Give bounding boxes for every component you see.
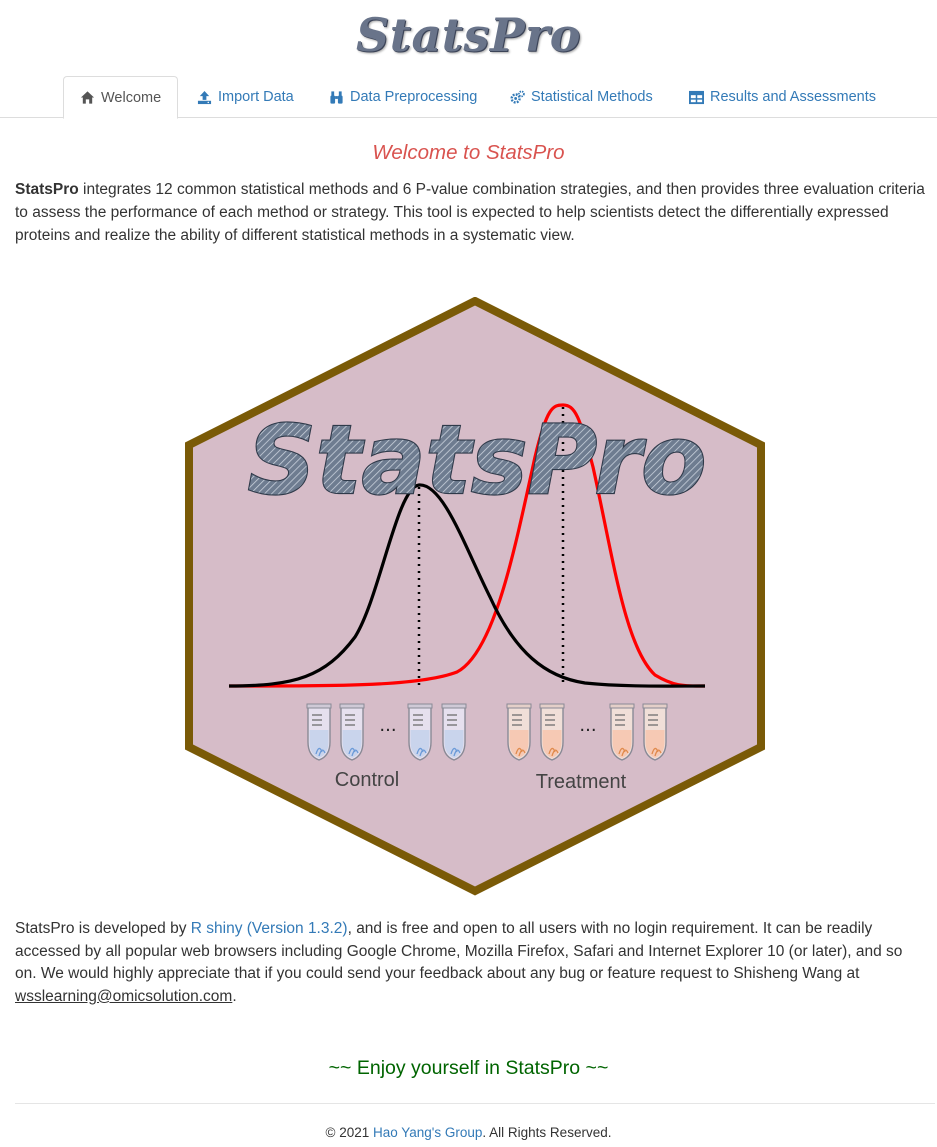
footer: © 2021 Hao Yang's Group. All Rights Rese…	[0, 1125, 937, 1140]
about-post: .	[232, 987, 237, 1005]
footer-divider	[15, 1103, 935, 1104]
tab-label: Import Data	[218, 89, 294, 105]
intro-paragraph: StatsPro integrates 12 common statistica…	[15, 178, 927, 248]
welcome-heading: Welcome to StatsPro	[372, 141, 565, 164]
cogs-icon	[510, 90, 525, 105]
about-pre: StatsPro is developed by	[15, 920, 191, 937]
tab-welcome[interactable]: Welcome	[63, 76, 179, 119]
group-link[interactable]: Hao Yang's Group	[373, 1125, 483, 1140]
tab-label: Results and Assessments	[710, 89, 877, 105]
tab-statistical-methods[interactable]: Statistical Methods	[494, 76, 669, 118]
statspro-hex-logo: StatsPro ... ... Control Treatment	[185, 297, 765, 896]
control-tube-2	[339, 703, 365, 761]
control-label: Control	[335, 769, 399, 791]
treatment-tube-3	[609, 703, 635, 761]
feedback-email-link[interactable]: wsslearning@omicsolution.com	[15, 987, 233, 1005]
treatment-ellipsis: ...	[579, 715, 596, 736]
footer-copyright: © 2021	[325, 1125, 373, 1140]
treatment-label: Treatment	[536, 771, 627, 793]
hexagon-shape	[185, 297, 765, 896]
control-curve	[228, 483, 706, 688]
intro-text: integrates 12 common statistical methods…	[15, 181, 925, 245]
tab-data-preprocessing[interactable]: Data Preprocessing	[313, 76, 493, 118]
tab-label: Welcome	[101, 89, 162, 106]
footer-rights: . All Rights Reserved.	[482, 1125, 612, 1140]
logo-wordmark: StatsPro	[248, 406, 707, 516]
control-tube-4	[441, 703, 467, 761]
home-icon	[80, 90, 95, 105]
nav-tabs: Welcome Import Data Data Preprocessing S…	[0, 76, 937, 119]
binoculars-icon	[329, 90, 344, 105]
about-paragraph: StatsPro is developed by R shiny (Versio…	[15, 918, 927, 1008]
treatment-tube-1	[506, 703, 532, 761]
control-tube-1	[306, 703, 332, 761]
table-icon	[689, 90, 704, 105]
treatment-tube-2	[539, 703, 565, 761]
tab-label: Statistical Methods	[531, 89, 653, 105]
tab-results-and-assessments[interactable]: Results and Assessments	[673, 76, 892, 118]
about-mid: , and is free and open to all users with…	[15, 920, 903, 983]
treatment-curve	[228, 403, 706, 688]
treatment-tube-4	[642, 703, 668, 761]
r-shiny-link[interactable]: R shiny (Version 1.3.2)	[190, 920, 348, 937]
control-ellipsis: ...	[379, 715, 396, 736]
intro-strong: StatsPro	[15, 181, 79, 198]
enjoy-message: ~~ Enjoy yourself in StatsPro ~~	[328, 1057, 609, 1079]
upload-icon	[197, 90, 212, 105]
control-tube-3	[407, 703, 433, 761]
tab-label: Data Preprocessing	[350, 89, 478, 105]
app-title: StatsPro	[356, 8, 581, 62]
tab-import-data[interactable]: Import Data	[181, 76, 310, 118]
